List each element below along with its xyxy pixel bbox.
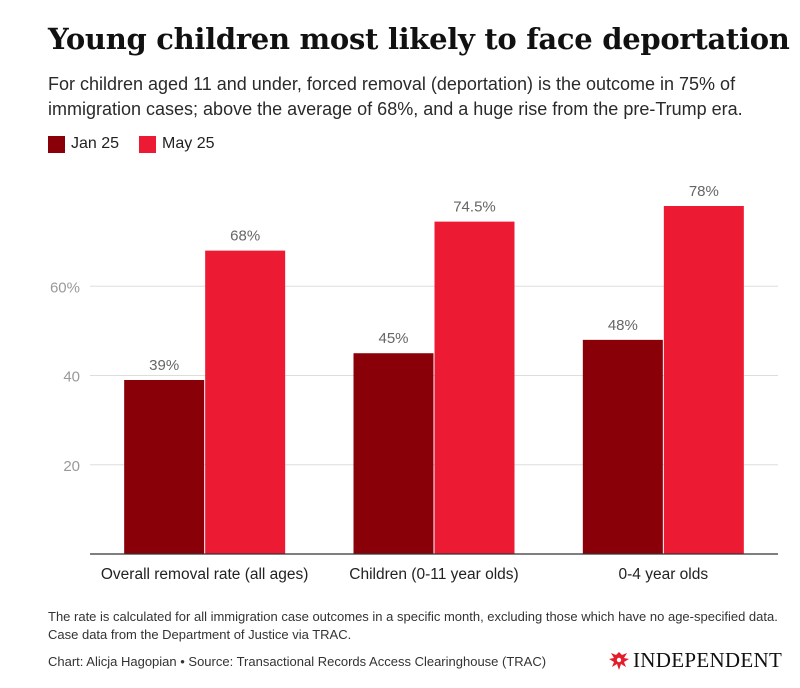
footnote: The rate is calculated for all immigrati… — [48, 609, 778, 642]
legend-item-jan: Jan 25 — [48, 135, 119, 153]
data-label: 74.5% — [453, 199, 496, 216]
legend: Jan 25 May 25 — [48, 135, 235, 153]
legend-swatch-jan — [48, 135, 65, 153]
brand-name: INDEPENDENT — [633, 648, 783, 672]
chart-subtitle: For children aged 11 and under, forced r… — [48, 74, 743, 119]
legend-label-jan: Jan 25 — [71, 135, 120, 152]
credit-line: Chart: Alicja Hagopian • Source: Transac… — [48, 654, 547, 669]
bar — [124, 380, 205, 554]
y-tick-label: 20 — [63, 458, 80, 475]
x-category-label: Children (0-11 year olds) — [349, 566, 518, 583]
x-category-label: 0-4 year olds — [619, 566, 709, 583]
data-label: 78% — [689, 183, 719, 200]
bar — [434, 221, 515, 554]
eagle-icon — [609, 651, 629, 670]
bar — [353, 353, 434, 554]
brand-logo: INDEPENDENT — [608, 648, 782, 673]
legend-swatch-may — [139, 135, 157, 153]
legend-item-may: May 25 — [139, 135, 215, 153]
y-tick-label: 40 — [63, 369, 80, 386]
x-category-label: Overall removal rate (all ages) — [101, 566, 309, 583]
bar — [205, 250, 286, 554]
legend-label-may: May 25 — [162, 135, 215, 152]
bar — [663, 206, 744, 554]
data-label: 45% — [378, 330, 408, 347]
bar — [582, 339, 663, 554]
y-tick-label: 60% — [50, 279, 80, 296]
chart-title: Young children most likely to face depor… — [48, 22, 790, 56]
data-label: 68% — [230, 228, 260, 245]
data-label: 39% — [149, 357, 179, 374]
data-label: 48% — [608, 317, 638, 334]
